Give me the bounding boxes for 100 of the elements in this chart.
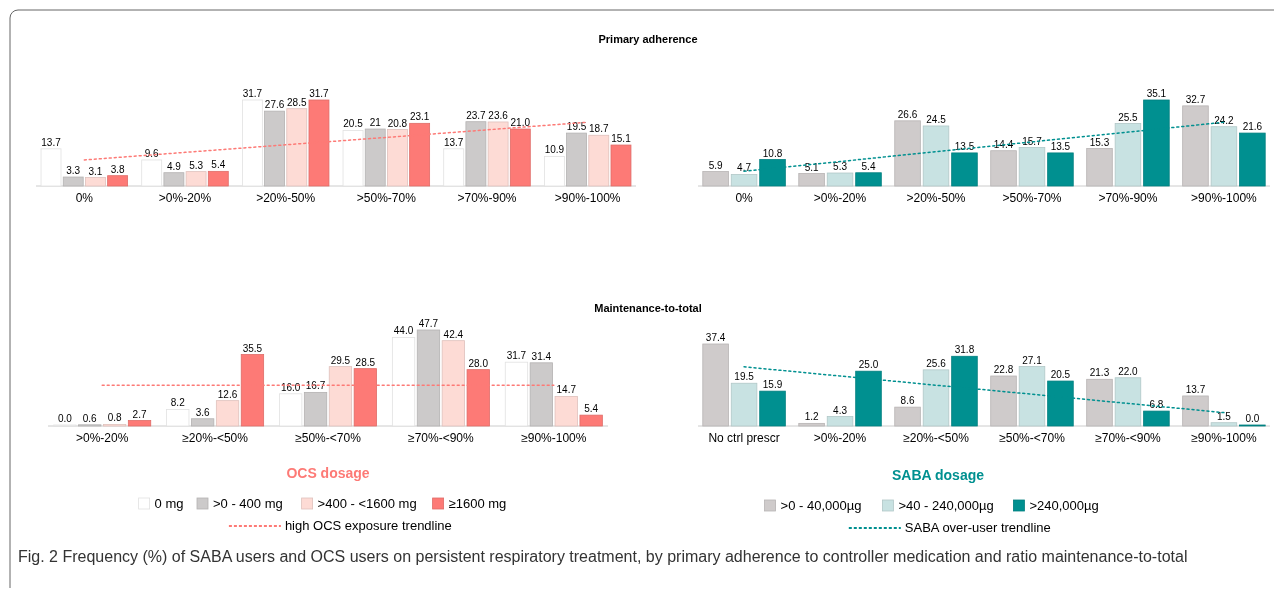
data-label: 24.2 (1214, 114, 1235, 126)
x-tick-label: >20%-50% (906, 191, 966, 205)
bar (391, 337, 416, 427)
bar (241, 99, 263, 187)
chart-title: Primary adherence (598, 33, 698, 45)
data-label: 31.8 (954, 344, 975, 356)
data-label: 47.7 (418, 318, 439, 329)
data-label: 4.9 (166, 160, 182, 172)
data-label: 26.6 (897, 108, 918, 120)
bar (826, 416, 854, 427)
data-label: 5.3 (189, 159, 204, 171)
data-label: 25.6 (926, 357, 947, 369)
bar (610, 144, 632, 187)
bar (342, 129, 364, 187)
data-label: 14.7 (556, 384, 577, 396)
bar (1114, 123, 1142, 187)
data-label: 15.3 (1089, 136, 1110, 148)
bar (40, 148, 62, 187)
data-label: 42.4 (443, 328, 464, 340)
data-label: 5.4 (861, 160, 876, 172)
data-label: 15.9 (762, 379, 783, 391)
data-label: 5.9 (708, 159, 723, 171)
x-tick-label: ≥70%-<90% (408, 431, 475, 445)
legend-title: SABA dosage (891, 467, 985, 483)
data-label: 10.9 (544, 144, 565, 156)
data-label: 21.0 (510, 117, 531, 129)
data-label: 5.4 (211, 159, 226, 171)
data-label: 21 (369, 117, 382, 129)
data-label: 8.6 (900, 395, 915, 407)
x-tick-label: 0% (735, 191, 754, 205)
data-label: 31.7 (506, 350, 527, 362)
bar (504, 361, 529, 427)
x-tick-label: ≥90%-100% (1191, 431, 1257, 445)
legend-label: >40 - 240,000µg (898, 498, 994, 513)
data-label: 5.1 (804, 161, 819, 173)
legend-label: >400 - <1600 mg (317, 496, 417, 511)
data-label: 21.3 (1089, 367, 1110, 379)
legend-label: >0 - 40,000µg (780, 498, 862, 513)
text: Maintenance-to-total (594, 302, 702, 314)
data-label: 35.1 (1146, 88, 1167, 99)
data-label: 28.5 (355, 356, 376, 368)
bar (185, 171, 207, 187)
x-tick-label: >0%-20% (813, 431, 867, 445)
data-label: 3.1 (88, 165, 103, 177)
data-label: 12.6 (217, 388, 238, 400)
bar (1047, 152, 1074, 187)
x-tick-label: >0%-20% (158, 191, 212, 205)
x-tick-label: ≥50%-<70% (295, 431, 362, 445)
data-label: 44.0 (393, 325, 414, 337)
x-tick-label: >50%-70% (1002, 191, 1062, 205)
data-label: 10.8 (762, 147, 783, 159)
bar (730, 382, 758, 427)
bar (207, 170, 229, 187)
x-tick-label: ≥20%-<50% (182, 431, 249, 445)
bar (443, 148, 465, 187)
bar (85, 177, 106, 187)
data-label: 20.5 (343, 118, 364, 130)
bar (730, 174, 758, 187)
data-label: 37.4 (705, 332, 726, 343)
bar (826, 172, 854, 187)
bar (855, 172, 882, 187)
data-label: 23.7 (466, 109, 487, 121)
x-tick-label: >70%-90% (1098, 191, 1158, 205)
bar (487, 121, 509, 187)
data-label: 4.7 (737, 162, 752, 174)
bar (543, 156, 565, 187)
data-label: 25.5 (1118, 111, 1139, 123)
x-tick-label: 0% (75, 191, 94, 205)
data-label: 6.8 (1149, 399, 1164, 411)
data-label: 1.5 (1216, 410, 1232, 422)
x-tick-label: ≥20%-<50% (903, 431, 970, 445)
data-label: 24.5 (926, 113, 947, 125)
data-label: 1.2 (804, 411, 819, 423)
data-label: 20.8 (387, 117, 408, 129)
legend-label: >240,000µg (1029, 498, 1099, 513)
data-label: 23.1 (409, 111, 430, 123)
data-label: 0.0 (57, 413, 73, 424)
data-label: 0.8 (107, 412, 123, 424)
data-label: 15.7 (1022, 135, 1043, 147)
data-label: 5.3 (833, 161, 848, 173)
x-tick-label: >50%-70% (356, 191, 417, 205)
data-label: 0.0 (1245, 413, 1260, 424)
bar (1114, 377, 1142, 427)
data-label: 4.3 (833, 404, 848, 416)
data-label: 35.5 (242, 342, 263, 354)
data-label: 18.7 (589, 123, 609, 135)
x-tick-label: >0%-20% (76, 431, 129, 445)
legend-label: ≥1600 mg (448, 496, 507, 511)
legend-label: SABA over-user trendline (904, 520, 1051, 535)
legend-title: OCS dosage (286, 465, 370, 481)
data-label: 2.7 (132, 408, 147, 420)
bar (286, 108, 308, 187)
data-label: 23.6 (488, 109, 509, 121)
x-tick-label: ≥70%-<90% (1095, 431, 1162, 445)
bar (387, 129, 408, 187)
bar (215, 400, 240, 427)
x-tick-label: >20%-50% (256, 191, 316, 205)
bar (588, 134, 610, 187)
bar (141, 159, 163, 187)
data-label: 31.7 (242, 88, 263, 99)
